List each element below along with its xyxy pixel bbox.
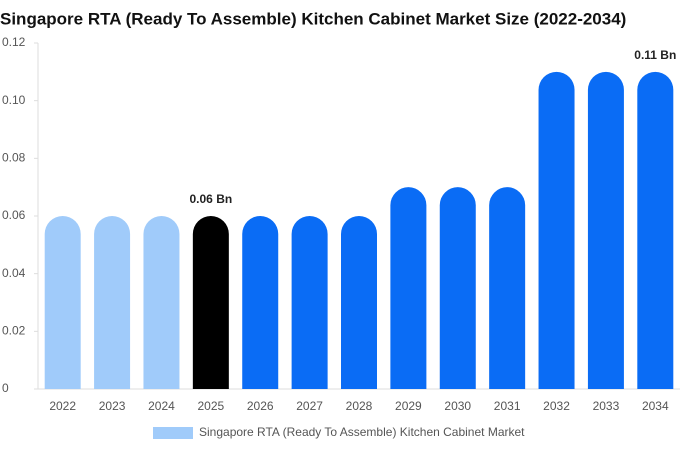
x-tick-label: 2029 xyxy=(395,399,422,413)
y-tick-label: 0.12 xyxy=(2,35,26,49)
bar xyxy=(390,187,427,389)
bar xyxy=(291,216,328,389)
x-tick-label: 2023 xyxy=(99,399,126,413)
bar xyxy=(341,216,377,389)
x-tick-label: 2031 xyxy=(494,399,521,413)
bar xyxy=(489,187,526,389)
y-tick-label: 0.06 xyxy=(2,208,26,222)
bar xyxy=(242,216,279,389)
bar xyxy=(587,71,624,389)
data-label: 0.06 Bn xyxy=(190,192,233,206)
x-tick-label: 2022 xyxy=(49,399,76,413)
bar xyxy=(143,216,180,389)
x-tick-label: 2024 xyxy=(148,399,175,413)
x-tick-label: 2026 xyxy=(247,399,274,413)
y-tick-label: 0.02 xyxy=(2,324,26,338)
data-label: 0.11 Bn xyxy=(634,48,676,62)
x-tick-label: 2033 xyxy=(593,399,620,413)
bar xyxy=(439,187,476,389)
bar xyxy=(44,216,81,389)
y-tick-label: 0.10 xyxy=(2,93,26,107)
bar xyxy=(192,216,229,389)
x-tick-label: 2032 xyxy=(543,399,570,413)
bar xyxy=(538,71,575,389)
y-tick-label: 0.04 xyxy=(2,266,26,280)
x-tick-label: 2030 xyxy=(444,399,471,413)
x-tick-label: 2027 xyxy=(296,399,323,413)
bar xyxy=(637,71,674,389)
y-tick-label: 0 xyxy=(2,381,9,395)
x-tick-label: 2028 xyxy=(346,399,373,413)
x-tick-label: 2034 xyxy=(642,399,669,413)
legend-label: Singapore RTA (Ready To Assemble) Kitche… xyxy=(199,425,525,439)
legend-swatch xyxy=(153,427,193,439)
x-tick-label: 2025 xyxy=(197,399,224,413)
y-tick-label: 0.08 xyxy=(2,151,26,165)
chart-title: Singapore RTA (Ready To Assemble) Kitche… xyxy=(0,9,626,28)
bar xyxy=(94,216,131,389)
